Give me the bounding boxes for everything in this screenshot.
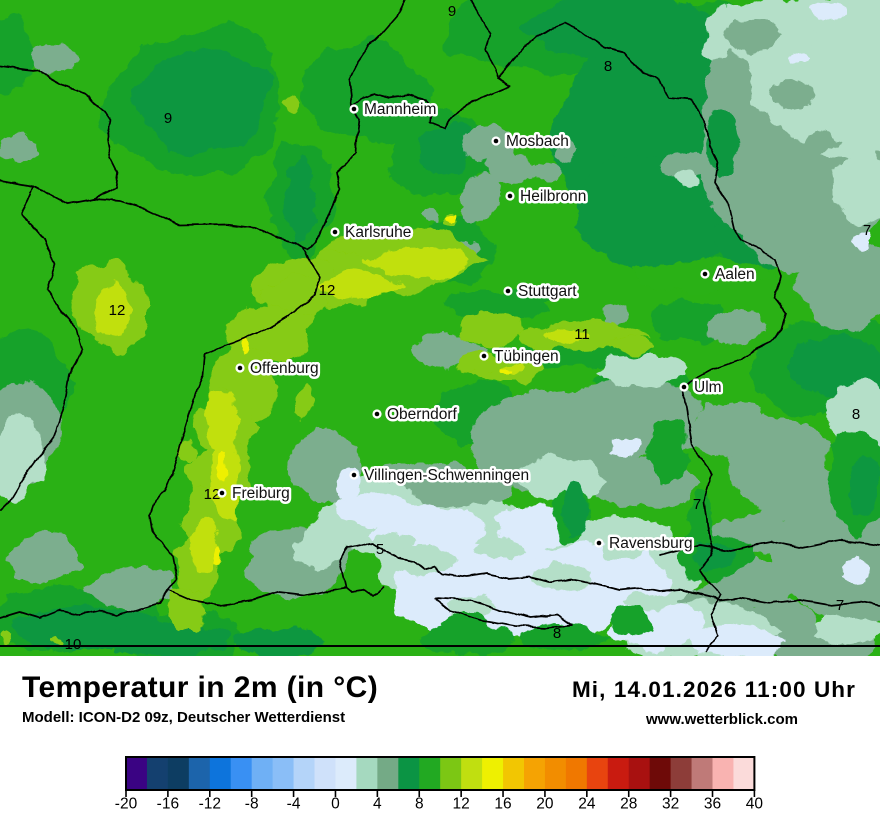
svg-text:Oberndorf: Oberndorf bbox=[387, 406, 457, 423]
svg-text:20: 20 bbox=[536, 796, 554, 813]
svg-text:-16: -16 bbox=[157, 796, 179, 813]
svg-text:-12: -12 bbox=[199, 796, 221, 813]
svg-text:8: 8 bbox=[553, 625, 561, 642]
svg-text:-4: -4 bbox=[287, 796, 301, 813]
svg-text:36: 36 bbox=[704, 796, 721, 813]
svg-text:10: 10 bbox=[65, 636, 82, 653]
svg-text:8: 8 bbox=[415, 796, 424, 813]
svg-text:24: 24 bbox=[578, 796, 596, 813]
svg-text:Mannheim: Mannheim bbox=[364, 101, 436, 118]
svg-text:28: 28 bbox=[620, 796, 637, 813]
svg-text:11: 11 bbox=[574, 326, 590, 343]
svg-text:40: 40 bbox=[746, 796, 764, 813]
svg-text:12: 12 bbox=[204, 486, 221, 503]
svg-text:Karlsruhe: Karlsruhe bbox=[345, 224, 411, 241]
svg-text:Mosbach: Mosbach bbox=[506, 133, 569, 150]
svg-text:Heilbronn: Heilbronn bbox=[520, 188, 586, 205]
svg-text:7: 7 bbox=[863, 222, 871, 239]
svg-text:7: 7 bbox=[836, 597, 844, 614]
svg-text:Offenburg: Offenburg bbox=[250, 360, 319, 377]
svg-text:8: 8 bbox=[852, 406, 860, 423]
svg-text:Tübingen: Tübingen bbox=[494, 348, 559, 365]
svg-text:12: 12 bbox=[319, 282, 336, 299]
svg-text:Aalen: Aalen bbox=[715, 266, 755, 283]
svg-text:Ulm: Ulm bbox=[694, 379, 722, 396]
svg-text:32: 32 bbox=[662, 796, 679, 813]
svg-text:12: 12 bbox=[453, 796, 470, 813]
svg-text:5: 5 bbox=[376, 541, 384, 558]
svg-text:9: 9 bbox=[448, 3, 456, 20]
svg-text:9: 9 bbox=[164, 110, 172, 127]
svg-text:16: 16 bbox=[494, 796, 511, 813]
svg-text:Stuttgart: Stuttgart bbox=[518, 283, 577, 300]
svg-text:Freiburg: Freiburg bbox=[232, 485, 290, 502]
svg-text:7: 7 bbox=[693, 496, 701, 513]
svg-text:Villingen-Schwenningen: Villingen-Schwenningen bbox=[364, 467, 529, 484]
svg-text:12: 12 bbox=[109, 302, 126, 319]
svg-text:8: 8 bbox=[604, 58, 612, 75]
svg-text:4: 4 bbox=[373, 796, 382, 813]
svg-text:Ravensburg: Ravensburg bbox=[609, 535, 693, 552]
svg-text:-20: -20 bbox=[115, 796, 138, 813]
svg-text:0: 0 bbox=[331, 796, 340, 813]
svg-text:-8: -8 bbox=[245, 796, 259, 813]
